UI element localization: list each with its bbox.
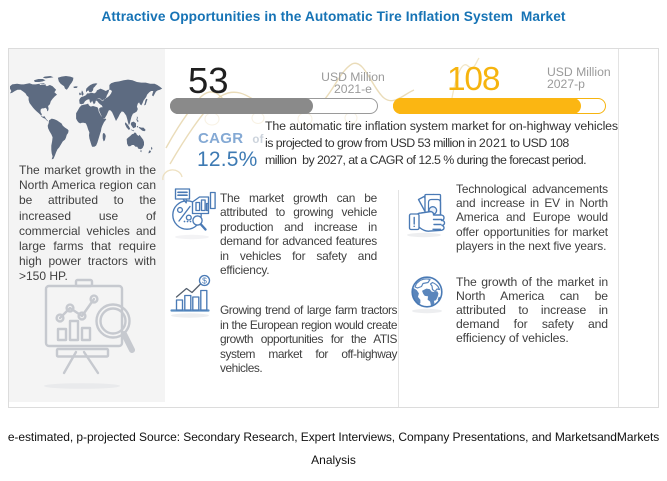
svg-text:$: $	[202, 276, 207, 286]
